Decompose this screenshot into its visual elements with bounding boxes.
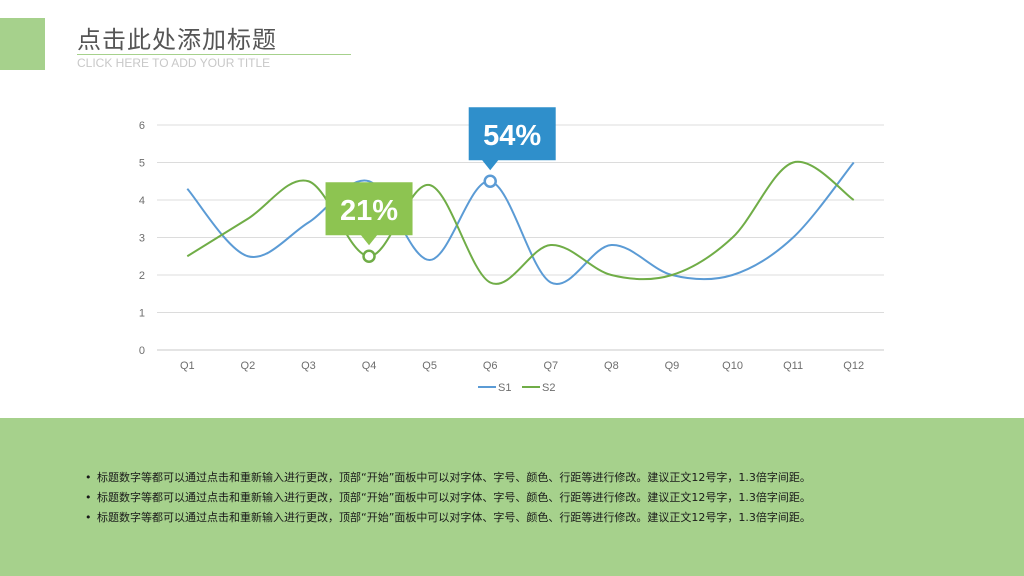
- legend-label: S2: [542, 382, 555, 394]
- highlight-marker: [362, 249, 376, 263]
- bullet-item: • 标题数字等都可以通过点击和重新输入进行更改，顶部“开始”面板中可以对字体、字号…: [85, 488, 811, 508]
- y-tick-label: 6: [139, 120, 145, 132]
- bullet-item: • 标题数字等都可以通过点击和重新输入进行更改，顶部“开始”面板中可以对字体、字号…: [85, 508, 811, 528]
- bullet-dot: •: [85, 471, 92, 484]
- chart-markers: [362, 174, 497, 263]
- bullet-dot: •: [85, 511, 92, 524]
- y-tick-label: 4: [139, 195, 145, 207]
- y-tick-label: 1: [139, 308, 145, 320]
- x-tick-label: Q11: [783, 360, 803, 372]
- chart-callouts: 21% 54%: [325, 107, 556, 246]
- bullet-text: 标题数字等都可以通过点击和重新输入进行更改，顶部“开始”面板中可以对字体、字号、…: [97, 511, 811, 524]
- legend-label: S1: [498, 382, 511, 394]
- x-tick-label: Q7: [543, 360, 558, 372]
- series-line-s2: [186, 160, 855, 285]
- x-tick-label: Q3: [301, 360, 316, 372]
- y-tick-label: 2: [139, 270, 145, 282]
- highlight-marker: [483, 174, 497, 188]
- y-tick-label: 0: [139, 345, 145, 357]
- callout-label: 21%: [340, 195, 398, 227]
- chart-series-lines: [186, 160, 855, 286]
- x-tick-label: Q9: [665, 360, 680, 372]
- callout-box: [468, 107, 556, 171]
- y-tick-label: 5: [139, 158, 145, 170]
- bullet-text: 标题数字等都可以通过点击和重新输入进行更改，顶部“开始”面板中可以对字体、字号、…: [97, 491, 811, 504]
- bullet-list: • 标题数字等都可以通过点击和重新输入进行更改，顶部“开始”面板中可以对字体、字号…: [85, 468, 811, 528]
- page-title: 点击此处添加标题: [77, 26, 277, 54]
- footer-panel: • 标题数字等都可以通过点击和重新输入进行更改，顶部“开始”面板中可以对字体、字号…: [0, 418, 1024, 576]
- x-tick-label: Q8: [604, 360, 619, 372]
- callout-label: 54%: [483, 120, 541, 152]
- chart-legend: S1 S2: [478, 382, 555, 394]
- x-axis-labels: Q1 Q2 Q3 Q4 Q5 Q6 Q7 Q8 Q9 Q10 Q11 Q12: [180, 360, 864, 372]
- x-tick-label: Q2: [241, 360, 256, 372]
- chart-gridlines: [157, 124, 884, 351]
- y-axis-labels: 0 1 2 3 4 5 6: [139, 120, 145, 357]
- line-chart: 0 1 2 3 4 5 6 Q1 Q2 Q3 Q4 Q5 Q6 Q7 Q8 Q9 Q10 Q11 Q12 21% 5…: [139, 107, 884, 394]
- y-tick-label: 3: [139, 233, 145, 245]
- bullet-text: 标题数字等都可以通过点击和重新输入进行更改，顶部“开始”面板中可以对字体、字号、…: [97, 471, 811, 484]
- x-tick-label: Q6: [483, 360, 498, 372]
- x-tick-label: Q5: [422, 360, 437, 372]
- bullet-dot: •: [85, 491, 92, 504]
- page-subtitle: CLICK HERE TO ADD YOUR TITLE: [77, 56, 271, 70]
- bullet-item: • 标题数字等都可以通过点击和重新输入进行更改，顶部“开始”面板中可以对字体、字号…: [85, 468, 811, 488]
- x-tick-label: Q12: [843, 360, 864, 372]
- x-tick-label: Q4: [362, 360, 377, 372]
- title-underline: [77, 54, 351, 55]
- x-tick-label: Q10: [722, 360, 743, 372]
- x-tick-label: Q1: [180, 360, 195, 372]
- callout-box: [325, 182, 413, 246]
- corner-accent-block: [0, 18, 45, 70]
- series-line-s1: [186, 161, 855, 286]
